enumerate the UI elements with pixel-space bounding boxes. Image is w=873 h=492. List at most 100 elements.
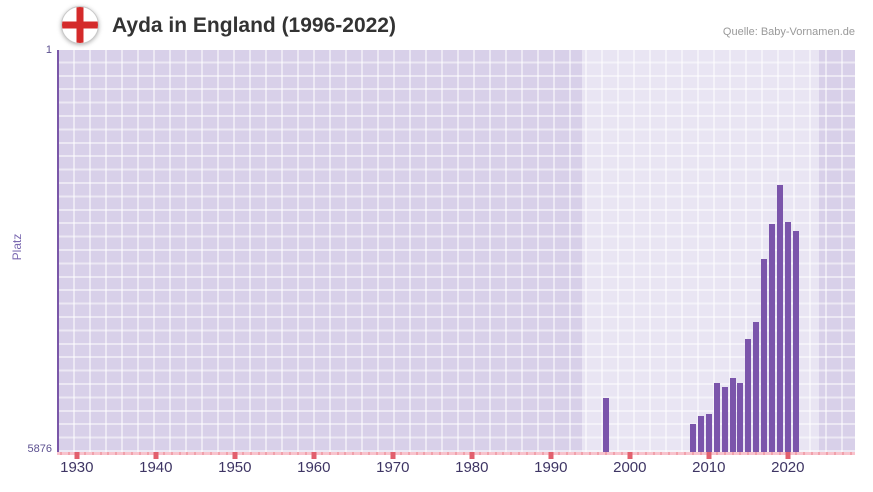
- x-minor-tick: [383, 452, 386, 455]
- x-minor-tick: [67, 452, 70, 455]
- x-minor-tick: [241, 452, 244, 455]
- bar-2015[interactable]: [745, 339, 752, 452]
- x-minor-tick: [794, 452, 797, 455]
- x-label-1930: 1930: [60, 459, 94, 476]
- source-attribution: Quelle: Baby-Vornamen.de: [722, 26, 855, 38]
- x-minor-tick: [510, 452, 513, 455]
- x-minor-tick: [557, 452, 560, 455]
- x-minor-tick: [344, 452, 347, 455]
- x-axis-labels: 1930 1940 1950 1960 1970 1980 1990 2000 2010 2020: [57, 459, 855, 481]
- x-minor-tick: [91, 452, 94, 455]
- x-minor-tick: [249, 452, 252, 455]
- bar-2018[interactable]: [769, 224, 775, 452]
- x-minor-tick: [123, 452, 126, 455]
- x-axis-ticks: [57, 452, 855, 460]
- x-label-1990: 1990: [534, 459, 568, 476]
- x-tick-2020: [785, 452, 791, 459]
- x-minor-tick: [668, 452, 671, 455]
- x-minor-tick: [107, 452, 110, 455]
- bar-1997[interactable]: [603, 398, 610, 452]
- x-minor-tick: [692, 452, 694, 455]
- x-minor-tick: [486, 452, 489, 455]
- x-minor-tick: [423, 452, 426, 455]
- x-minor-tick: [297, 452, 299, 455]
- x-minor-tick: [850, 452, 852, 455]
- x-minor-tick: [755, 452, 758, 455]
- x-minor-tick: [699, 452, 702, 455]
- x-minor-tick: [368, 452, 371, 455]
- x-tick-2000: [627, 452, 633, 459]
- x-minor-tick: [715, 452, 718, 455]
- x-minor-tick: [826, 452, 829, 455]
- x-minor-tick: [439, 452, 442, 455]
- x-minor-tick: [731, 452, 734, 455]
- x-tick-2010: [706, 452, 712, 459]
- x-minor-tick: [518, 452, 521, 455]
- x-minor-tick: [834, 452, 837, 455]
- x-minor-tick: [778, 452, 781, 455]
- bar-2019[interactable]: [776, 184, 783, 452]
- bar-2008[interactable]: [690, 423, 696, 452]
- y-axis-tick-max: 1: [45, 44, 52, 56]
- x-label-1950: 1950: [218, 459, 252, 476]
- x-minor-tick: [534, 452, 536, 455]
- x-minor-tick: [146, 452, 149, 455]
- bar-2009[interactable]: [697, 416, 704, 452]
- y-axis-tick-min: 5876: [27, 443, 52, 455]
- x-minor-tick: [581, 452, 584, 455]
- bar-2017[interactable]: [761, 259, 768, 452]
- x-label-1940: 1940: [139, 459, 173, 476]
- england-flag-icon: [60, 5, 100, 45]
- x-minor-tick: [289, 452, 292, 455]
- bar-2016[interactable]: [753, 321, 760, 452]
- x-minor-tick: [478, 452, 481, 455]
- x-minor-tick: [597, 452, 600, 455]
- x-tick-1930: [74, 452, 80, 459]
- x-minor-tick: [281, 452, 284, 455]
- x-minor-tick: [304, 452, 307, 455]
- x-minor-tick: [328, 452, 331, 455]
- x-minor-tick: [455, 452, 457, 455]
- x-minor-tick: [541, 452, 544, 455]
- x-minor-tick: [320, 452, 323, 455]
- bar-2014[interactable]: [737, 382, 744, 452]
- x-tick-1980: [469, 452, 475, 459]
- y-axis-line: [57, 50, 59, 452]
- x-minor-tick: [462, 452, 465, 455]
- bar-2021[interactable]: [792, 231, 799, 452]
- x-minor-tick: [352, 452, 355, 455]
- x-minor-tick: [723, 452, 726, 455]
- bar-2013[interactable]: [729, 377, 736, 452]
- x-minor-tick: [613, 452, 615, 455]
- x-minor-tick: [810, 452, 813, 455]
- bar-2012[interactable]: [721, 387, 728, 452]
- x-minor-tick: [644, 452, 647, 455]
- bar-2020[interactable]: [784, 221, 791, 452]
- x-minor-tick: [178, 452, 181, 455]
- x-minor-tick: [407, 452, 410, 455]
- x-minor-tick: [170, 452, 173, 455]
- x-minor-tick: [99, 452, 102, 455]
- x-tick-1970: [390, 452, 396, 459]
- x-minor-tick: [763, 452, 766, 455]
- x-minor-tick: [225, 452, 228, 455]
- x-minor-tick: [431, 452, 434, 455]
- bar-2011[interactable]: [713, 383, 720, 452]
- x-minor-tick: [802, 452, 805, 455]
- x-minor-tick: [494, 452, 497, 455]
- bar-2010[interactable]: [705, 414, 712, 452]
- x-tick-1940: [153, 452, 159, 459]
- x-minor-tick: [265, 452, 268, 455]
- x-minor-tick: [771, 452, 773, 455]
- x-minor-tick: [747, 452, 750, 455]
- x-minor-tick: [447, 452, 450, 455]
- x-minor-tick: [202, 452, 205, 455]
- x-label-1960: 1960: [297, 459, 331, 476]
- x-minor-tick: [218, 452, 220, 455]
- y-axis-title: Platz: [10, 233, 24, 261]
- x-minor-tick: [194, 452, 197, 455]
- x-minor-tick: [376, 452, 378, 455]
- x-minor-tick: [273, 452, 276, 455]
- x-minor-tick: [415, 452, 418, 455]
- x-minor-tick: [573, 452, 576, 455]
